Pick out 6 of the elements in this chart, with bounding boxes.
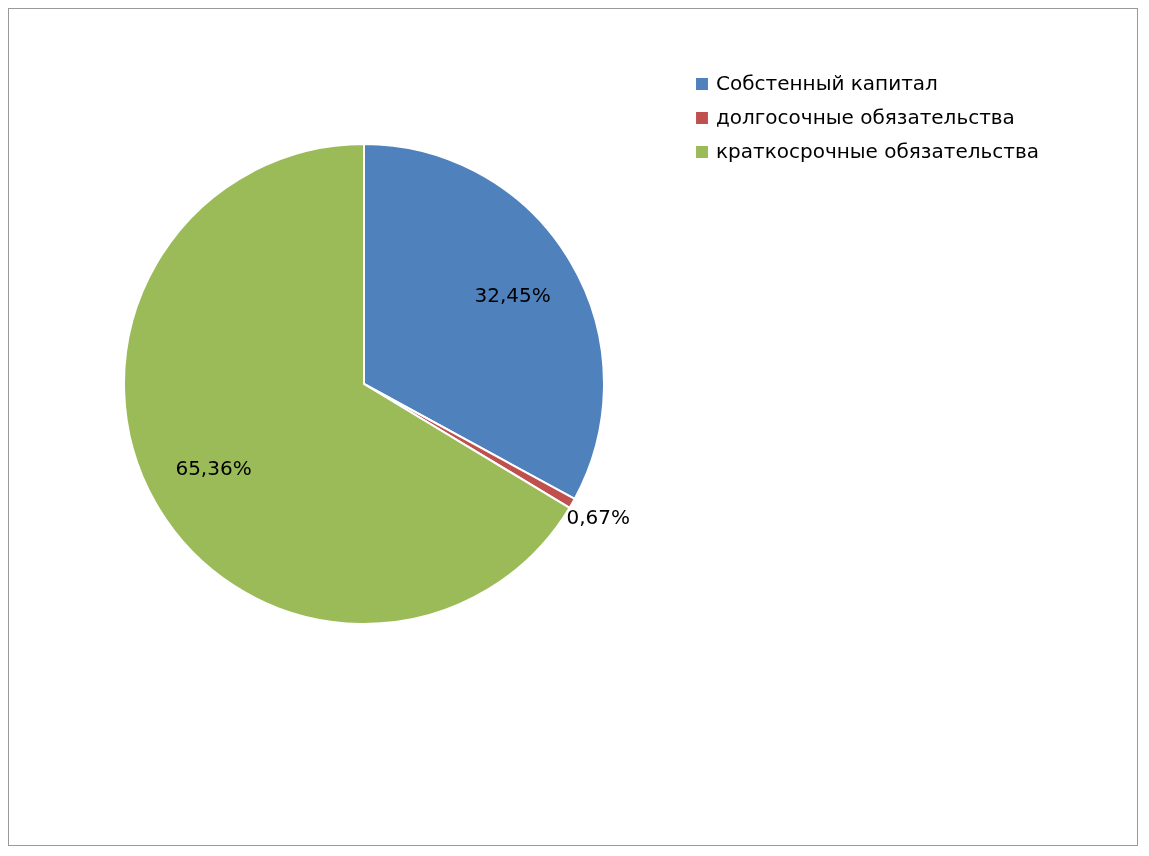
data-label: 0,67% xyxy=(566,505,630,530)
legend-label: краткосрочные обязательства xyxy=(716,139,1039,163)
data-label: 65,36% xyxy=(175,456,252,480)
data-label: 32,45% xyxy=(474,282,551,307)
legend-label: Собстенный капитал xyxy=(716,71,938,95)
legend-label: долгосочные обязательства xyxy=(716,105,1015,129)
